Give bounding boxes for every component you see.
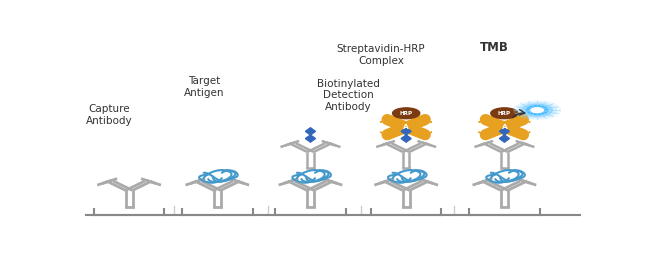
Circle shape: [491, 108, 518, 119]
Polygon shape: [306, 135, 315, 142]
Circle shape: [531, 108, 543, 113]
Circle shape: [514, 101, 561, 120]
Circle shape: [393, 108, 420, 119]
Polygon shape: [478, 117, 492, 122]
Text: HRP: HRP: [498, 111, 511, 116]
Polygon shape: [380, 132, 394, 137]
Text: TMB: TMB: [480, 41, 509, 54]
Polygon shape: [499, 135, 510, 142]
Text: A: A: [502, 124, 507, 130]
Text: Biotinylated
Detection
Antibody: Biotinylated Detection Antibody: [317, 79, 380, 112]
Polygon shape: [419, 132, 432, 137]
Text: HRP: HRP: [400, 111, 413, 116]
Polygon shape: [380, 117, 394, 122]
Polygon shape: [517, 117, 530, 122]
Polygon shape: [517, 132, 530, 137]
Polygon shape: [306, 128, 315, 135]
Circle shape: [517, 102, 556, 118]
Polygon shape: [419, 117, 432, 122]
Polygon shape: [401, 135, 411, 142]
Circle shape: [532, 108, 541, 112]
Polygon shape: [499, 128, 510, 135]
Circle shape: [526, 106, 548, 114]
Text: Capture
Antibody: Capture Antibody: [86, 105, 132, 126]
Circle shape: [522, 104, 552, 116]
Text: A: A: [403, 124, 409, 130]
Text: Streptavidin-HRP
Complex: Streptavidin-HRP Complex: [337, 44, 425, 66]
Polygon shape: [478, 132, 492, 137]
Text: Target
Antigen: Target Antigen: [185, 76, 225, 98]
Polygon shape: [401, 128, 411, 135]
